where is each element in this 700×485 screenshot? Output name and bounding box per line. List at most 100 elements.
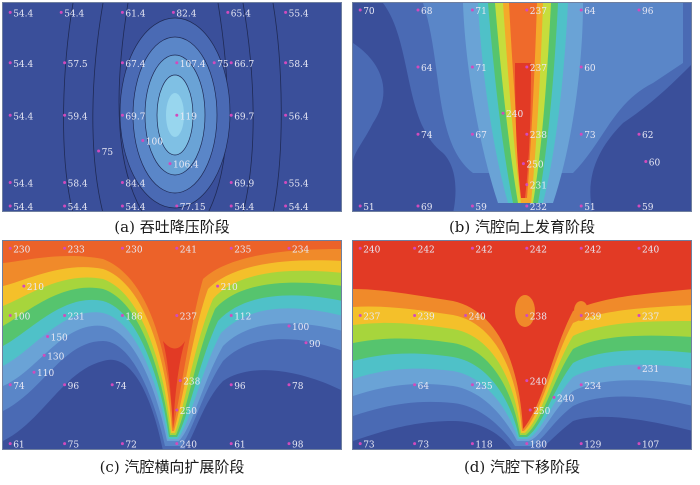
value-label: 82.4	[176, 9, 196, 19]
value-label: 150	[51, 334, 68, 344]
data-point-marker	[413, 383, 417, 387]
data-point-marker	[8, 10, 12, 14]
data-point-marker	[63, 204, 67, 208]
data-point-marker	[171, 10, 175, 14]
data-point-marker	[470, 8, 474, 12]
value-label: 75	[102, 148, 114, 158]
value-label: 238	[530, 313, 547, 323]
data-point-marker	[63, 246, 67, 250]
value-label: 55.4	[289, 180, 309, 190]
value-label: 240	[180, 441, 197, 450]
value-label: 233	[68, 245, 85, 255]
value-label: 54.4	[13, 180, 33, 190]
data-point-marker	[525, 132, 529, 136]
data-point-marker	[358, 314, 362, 317]
value-label: 69	[421, 203, 433, 212]
data-point-marker	[287, 442, 291, 446]
value-label: 237	[363, 313, 380, 323]
caption-a: (a) 吞吐降压阶段	[114, 218, 230, 236]
data-point-marker	[175, 204, 179, 208]
value-label: 235	[234, 245, 251, 255]
value-label: 119	[180, 112, 197, 122]
data-point-marker	[637, 246, 641, 250]
data-point-marker	[525, 8, 529, 12]
data-point-marker	[470, 383, 474, 387]
spots-d	[515, 295, 588, 327]
value-label: 250	[533, 407, 550, 417]
data-point-marker	[8, 113, 12, 117]
value-label: 64	[421, 64, 433, 74]
data-point-marker	[287, 324, 291, 328]
value-label: 67.4	[125, 60, 145, 70]
data-point-marker	[175, 113, 179, 117]
data-point-marker	[120, 314, 124, 317]
data-point-marker	[525, 246, 529, 250]
value-label: 235	[475, 382, 492, 392]
value-label: 74	[13, 382, 25, 392]
value-label: 234	[292, 245, 309, 255]
data-point-marker	[212, 61, 216, 65]
value-label: 55.4	[289, 9, 309, 19]
data-point-marker	[120, 61, 124, 65]
value-label: 75	[68, 441, 80, 450]
data-point-marker	[229, 246, 233, 250]
value-label: 240	[530, 378, 547, 388]
value-label: 240	[506, 110, 523, 120]
value-label: 73	[584, 131, 596, 141]
data-point-marker	[63, 383, 67, 387]
data-point-marker	[120, 442, 124, 446]
data-point-marker	[521, 162, 525, 166]
data-point-marker	[63, 61, 67, 65]
data-point-marker	[470, 246, 474, 250]
data-point-marker	[413, 442, 417, 446]
value-labels-a: 54.4 54.4 61.4 82.4 65.4 55.4 54.4 57.5 67.4 107.…	[8, 9, 309, 212]
value-label: 237	[530, 7, 547, 17]
data-point-marker	[229, 181, 233, 184]
value-label: 241	[180, 245, 197, 255]
data-point-marker	[120, 246, 124, 250]
value-label: 73	[418, 441, 430, 450]
data-point-marker	[637, 442, 641, 446]
regions-b	[353, 3, 691, 211]
value-label: 71	[475, 7, 486, 17]
value-label: 54.4	[68, 203, 88, 212]
data-point-marker	[175, 408, 179, 412]
data-point-marker	[358, 8, 362, 12]
value-label: 238	[530, 131, 547, 141]
data-point-marker	[501, 111, 505, 115]
data-point-marker	[226, 10, 230, 14]
data-point-marker	[229, 204, 233, 208]
value-label: 234	[584, 382, 601, 392]
data-point-marker	[579, 314, 583, 317]
value-label: 242	[584, 245, 601, 255]
contour-plot-c: 230 233 230 241 235 234 210 210 100 231 186 237 112 1…	[3, 241, 341, 450]
caption-b: (b) 汽腔向上发育阶段	[448, 218, 596, 236]
value-label: 60	[649, 159, 661, 169]
contour-plot-b: 70 68 71 237 64 96 64 71 237 60 74 67 238 73 62 60 250 24…	[353, 3, 691, 212]
value-label: 110	[37, 369, 54, 379]
value-label: 54.4	[13, 203, 33, 212]
value-label: 84.4	[125, 180, 145, 190]
panel-b: 70 68 71 237 64 96 64 71 237 60 74 67 238 73 62 60 250 24…	[352, 2, 692, 212]
data-point-marker	[284, 181, 288, 184]
value-label: 106.4	[173, 161, 199, 171]
caption-c: (c) 汽腔横向扩展阶段	[99, 458, 245, 476]
value-label: 59.4	[68, 112, 88, 122]
value-label: 78	[292, 382, 304, 392]
data-point-marker	[579, 246, 583, 250]
data-point-marker	[416, 204, 420, 208]
panel-c: 230 233 230 241 235 234 210 210 100 231 186 237 112 1…	[2, 240, 342, 450]
data-point-marker	[287, 383, 291, 387]
data-point-marker	[229, 442, 233, 446]
data-point-marker	[175, 314, 179, 317]
value-label: 237	[180, 313, 197, 323]
value-label: 64	[584, 7, 596, 17]
value-label: 56.4	[289, 112, 309, 122]
value-label: 98	[292, 441, 304, 450]
value-label: 250	[180, 407, 197, 417]
data-point-marker	[525, 204, 529, 208]
data-point-marker	[22, 284, 26, 288]
data-point-marker	[284, 10, 288, 14]
data-point-marker	[358, 442, 362, 446]
data-point-marker	[552, 395, 556, 399]
